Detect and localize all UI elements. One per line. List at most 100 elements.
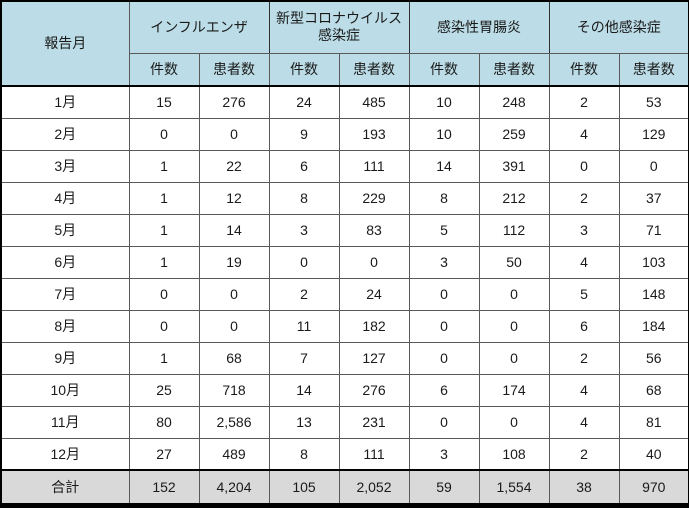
column-group-covid: 新型コロナウイルス感染症: [268, 0, 410, 54]
month-cell: 1月: [0, 85, 130, 119]
subheader-cases: 件数: [128, 52, 200, 87]
month-cell: 8月: [0, 309, 130, 343]
header-sub-row: 件数 患者数 件数 患者数 件数 患者数 件数 患者数: [1, 52, 689, 87]
value-cell: 14: [408, 149, 480, 183]
subheader-cases: 件数: [408, 52, 480, 87]
value-cell: 0: [408, 341, 480, 375]
value-cell: 111: [338, 149, 410, 183]
month-cell: 7月: [0, 277, 130, 311]
value-cell: 2: [548, 341, 620, 375]
value-cell: 0: [478, 341, 550, 375]
value-cell: 24: [338, 277, 410, 311]
value-cell: 276: [198, 85, 270, 119]
value-cell: 27: [128, 437, 200, 471]
value-cell: 14: [268, 373, 340, 407]
value-cell: 15: [128, 85, 200, 119]
value-cell: 248: [478, 85, 550, 119]
total-value-cell: 105: [268, 469, 340, 506]
subheader-patients: 患者数: [618, 52, 689, 87]
value-cell: 40: [618, 437, 689, 471]
table-body: 1月 15 276 24 485 10 248 2 53 2月 0 0 9 193 10 259 4 129 3月 1…: [0, 85, 689, 506]
value-cell: 489: [198, 437, 270, 471]
month-cell: 10月: [0, 373, 130, 407]
value-cell: 7: [268, 341, 340, 375]
month-cell: 12月: [0, 437, 130, 471]
table-row: 1月 15 276 24 485 10 248 2 53: [0, 85, 689, 119]
table-row: 11月 80 2,586 13 231 0 0 4 81: [0, 405, 689, 439]
value-cell: 108: [478, 437, 550, 471]
column-group-influenza: インフルエンザ: [128, 0, 270, 54]
value-cell: 14: [198, 213, 270, 247]
value-cell: 148: [618, 277, 689, 311]
value-cell: 8: [408, 181, 480, 215]
value-cell: 718: [198, 373, 270, 407]
table-row: 12月 27 489 8 111 3 108 2 40: [0, 437, 689, 471]
value-cell: 2: [548, 85, 620, 119]
total-value-cell: 59: [408, 469, 480, 506]
value-cell: 2,586: [198, 405, 270, 439]
value-cell: 0: [478, 277, 550, 311]
subheader-patients: 患者数: [478, 52, 550, 87]
table-row: 8月 0 0 11 182 0 0 6 184: [0, 309, 689, 343]
value-cell: 10: [408, 117, 480, 151]
value-cell: 0: [618, 149, 689, 183]
table-row: 6月 1 19 0 0 3 50 4 103: [0, 245, 689, 279]
value-cell: 5: [408, 213, 480, 247]
column-group-other: その他感染症: [548, 0, 689, 54]
total-value-cell: 2,052: [338, 469, 410, 506]
value-cell: 2: [548, 437, 620, 471]
value-cell: 0: [268, 245, 340, 279]
value-cell: 68: [618, 373, 689, 407]
value-cell: 3: [548, 213, 620, 247]
subheader-cases: 件数: [268, 52, 340, 87]
value-cell: 0: [408, 277, 480, 311]
subheader-patients: 患者数: [198, 52, 270, 87]
table-row: 3月 1 22 6 111 14 391 0 0: [0, 149, 689, 183]
value-cell: 11: [268, 309, 340, 343]
value-cell: 212: [478, 181, 550, 215]
value-cell: 56: [618, 341, 689, 375]
value-cell: 25: [128, 373, 200, 407]
table-row: 5月 1 14 3 83 5 112 3 71: [0, 213, 689, 247]
value-cell: 0: [198, 309, 270, 343]
month-cell: 2月: [0, 117, 130, 151]
value-cell: 3: [408, 437, 480, 471]
value-cell: 1: [128, 341, 200, 375]
value-cell: 0: [338, 245, 410, 279]
value-cell: 8: [268, 437, 340, 471]
value-cell: 0: [408, 309, 480, 343]
value-cell: 174: [478, 373, 550, 407]
value-cell: 6: [408, 373, 480, 407]
value-cell: 0: [198, 277, 270, 311]
value-cell: 19: [198, 245, 270, 279]
subheader-cases: 件数: [548, 52, 620, 87]
value-cell: 0: [408, 405, 480, 439]
value-cell: 4: [548, 405, 620, 439]
value-cell: 184: [618, 309, 689, 343]
value-cell: 24: [268, 85, 340, 119]
value-cell: 53: [618, 85, 689, 119]
value-cell: 129: [618, 117, 689, 151]
value-cell: 4: [548, 373, 620, 407]
value-cell: 0: [128, 309, 200, 343]
value-cell: 0: [478, 405, 550, 439]
column-group-gastroenteritis: 感染性胃腸炎: [408, 0, 550, 54]
value-cell: 50: [478, 245, 550, 279]
subheader-patients: 患者数: [338, 52, 410, 87]
value-cell: 3: [268, 213, 340, 247]
table-row: 4月 1 12 8 229 8 212 2 37: [0, 181, 689, 215]
value-cell: 229: [338, 181, 410, 215]
month-cell: 4月: [0, 181, 130, 215]
value-cell: 22: [198, 149, 270, 183]
value-cell: 259: [478, 117, 550, 151]
value-cell: 3: [408, 245, 480, 279]
value-cell: 6: [548, 309, 620, 343]
value-cell: 276: [338, 373, 410, 407]
value-cell: 12: [198, 181, 270, 215]
value-cell: 4: [548, 245, 620, 279]
value-cell: 83: [338, 213, 410, 247]
total-value-cell: 1,554: [478, 469, 550, 506]
total-value-cell: 4,204: [198, 469, 270, 506]
value-cell: 9: [268, 117, 340, 151]
